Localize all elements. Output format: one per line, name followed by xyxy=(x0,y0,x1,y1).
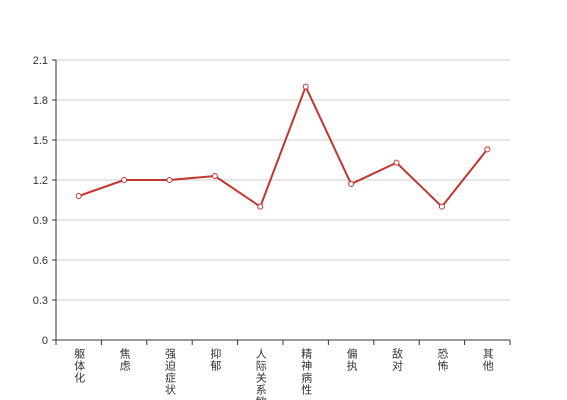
point xyxy=(438,203,445,210)
x-tick-label: 焦虑 xyxy=(118,348,131,372)
point xyxy=(302,83,309,90)
x-tick-label: 躯体化 xyxy=(73,348,86,384)
point xyxy=(484,146,491,153)
x-tick-label: 敌对 xyxy=(391,347,404,372)
y-tick-label: 0.6 xyxy=(33,255,48,267)
point xyxy=(211,173,218,179)
y-tick-label: 1.2 xyxy=(33,175,48,187)
x-tick-label: 强迫症状 xyxy=(164,348,177,396)
x-tick-label: 抑郁 xyxy=(209,347,222,372)
line xyxy=(78,84,489,209)
x-tick-label: 精神病性 xyxy=(300,348,313,396)
x-tick-label: 恐怖 xyxy=(436,348,449,372)
point xyxy=(348,181,355,187)
y-tick-label: 0.9 xyxy=(33,215,48,227)
point xyxy=(121,177,128,183)
y-tick-label: 0 xyxy=(42,335,48,347)
y-tick-label: 1.5 xyxy=(33,135,48,147)
y-tick-label: 0.3 xyxy=(33,295,48,307)
y-tick-label: 1.8 xyxy=(33,95,48,107)
x-tick-label: 人际关系敏感 xyxy=(254,348,267,400)
point xyxy=(257,203,264,210)
point xyxy=(75,193,82,199)
point xyxy=(393,159,400,166)
x-tick-label: 偏执 xyxy=(345,347,358,372)
x-tick-label: 其他 xyxy=(481,348,494,372)
point xyxy=(166,177,173,183)
y-tick-label: 2.1 xyxy=(33,55,48,67)
